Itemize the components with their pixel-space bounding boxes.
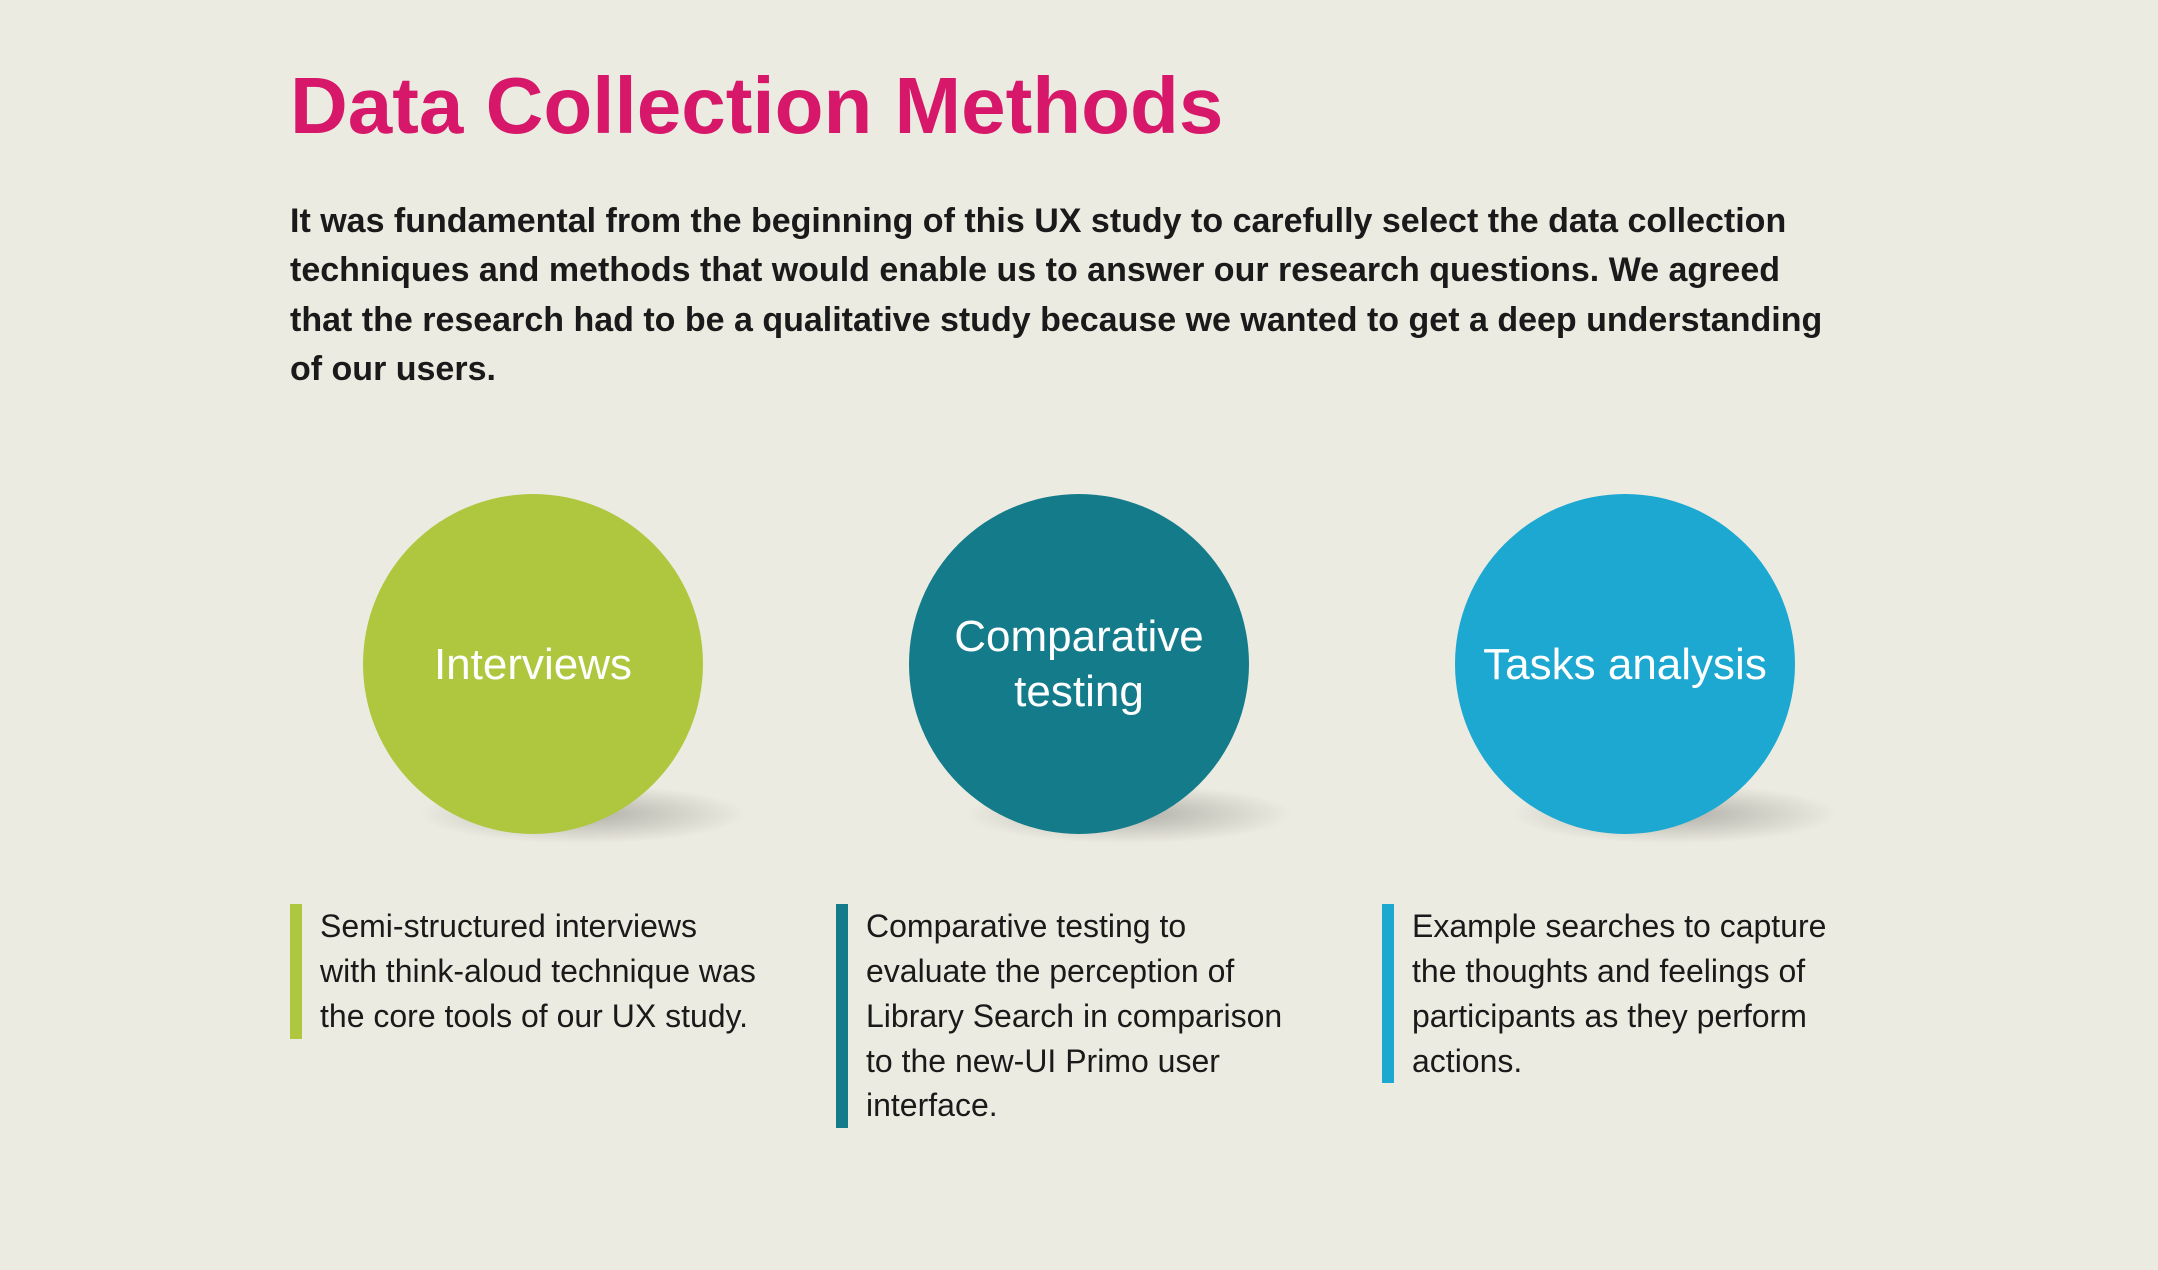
desc-block-interviews: Semi-structured interviews with think-al… [290, 904, 776, 1038]
desc-text-interviews: Semi-structured interviews with think-al… [320, 904, 776, 1038]
desc-text-tasks: Example searches to capture the thoughts… [1412, 904, 1868, 1083]
method-comparative: Comparative testing Comparative testing … [836, 494, 1322, 1128]
method-tasks: Tasks analysis Example searches to captu… [1382, 494, 1868, 1128]
circle-comparative: Comparative testing [909, 494, 1249, 834]
desc-bar-interviews [290, 904, 302, 1038]
circle-wrap-tasks: Tasks analysis [1382, 494, 1868, 834]
intro-paragraph: It was fundamental from the beginning of… [290, 197, 1850, 394]
method-interviews: Interviews Semi-structured interviews wi… [290, 494, 776, 1128]
circle-wrap-comparative: Comparative testing [836, 494, 1322, 834]
desc-block-tasks: Example searches to capture the thoughts… [1382, 904, 1868, 1083]
page-title: Data Collection Methods [290, 60, 1868, 152]
circle-tasks: Tasks analysis [1455, 494, 1795, 834]
methods-row: Interviews Semi-structured interviews wi… [290, 494, 1868, 1128]
circle-wrap-interviews: Interviews [290, 494, 776, 834]
desc-text-comparative: Comparative testing to evaluate the perc… [866, 904, 1322, 1128]
desc-bar-comparative [836, 904, 848, 1128]
desc-bar-tasks [1382, 904, 1394, 1083]
circle-interviews: Interviews [363, 494, 703, 834]
desc-block-comparative: Comparative testing to evaluate the perc… [836, 904, 1322, 1128]
